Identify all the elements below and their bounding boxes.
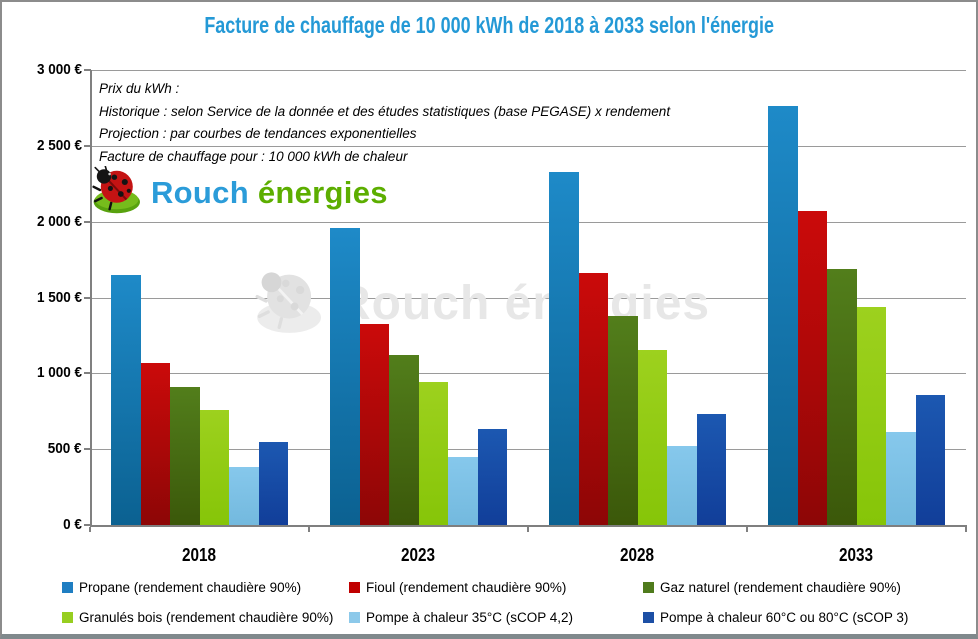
annotation-line: Projection : par courbes de tendances ex… — [99, 126, 417, 141]
legend-swatch-pac-60-80 — [643, 612, 654, 623]
bar-gaz-naturel-2033 — [827, 268, 857, 525]
logo-word-energies: énergies — [257, 174, 388, 210]
ladybug-icon — [90, 163, 142, 219]
legend-swatch-gaz-naturel — [643, 582, 654, 593]
bar-fioul-2033 — [797, 211, 827, 525]
bar-granules-bois-2023 — [418, 381, 448, 525]
y-axis-tick — [84, 69, 91, 71]
bar-propane-2033 — [768, 105, 798, 525]
bar-fioul-2018 — [140, 363, 170, 525]
x-axis-tick — [746, 527, 748, 532]
annotation-line: Prix du kWh : — [99, 81, 180, 96]
legend-label: Gaz naturel (rendement chaudière 90%) — [660, 580, 901, 595]
x-axis-tick — [308, 527, 310, 532]
x-axis-tick — [965, 527, 967, 532]
bar-propane-2023 — [330, 228, 360, 525]
x-axis-tick — [527, 527, 529, 532]
bar-pac-60-80-2033 — [915, 395, 945, 525]
x-axis-tick — [89, 527, 91, 532]
bar-gaz-naturel-2028 — [608, 315, 638, 525]
y-axis-tick — [84, 144, 91, 147]
bar-propane-2018 — [111, 274, 141, 525]
y-axis-label: 2 500 € — [36, 136, 82, 154]
annotation-line: Historique : selon Service de la donnée … — [99, 103, 671, 119]
gridline-1500 — [90, 297, 966, 299]
bar-pac-35-2033 — [886, 432, 916, 525]
y-axis-label: 1 500 € — [36, 288, 82, 306]
legend-label: Fioul (rendement chaudière 90%) — [366, 580, 567, 595]
legend-swatch-fioul — [349, 582, 360, 593]
bar-granules-bois-2018 — [199, 409, 229, 525]
y-axis-tick — [84, 524, 91, 526]
x-axis-label-2023: 2023 — [401, 545, 436, 565]
annotation-line: Facture de chauffage pour : 10 000 kWh d… — [99, 148, 408, 164]
x-axis-label-2018: 2018 — [182, 545, 217, 565]
bar-granules-bois-2033 — [856, 307, 886, 525]
bar-propane-2028 — [549, 171, 579, 525]
legend-item-pac-35: Pompe à chaleur 35°C (sCOP 4,2) — [349, 610, 573, 625]
x-axis-label-2028: 2028 — [620, 545, 655, 565]
legend-label: Granulés bois (rendement chaudière 90%) — [79, 610, 334, 625]
legend-label: Pompe à chaleur 60°C ou 80°C (sCOP 3) — [660, 610, 909, 625]
bar-pac-35-2028 — [667, 446, 697, 525]
bar-fioul-2023 — [359, 324, 389, 525]
y-axis-tick — [84, 296, 91, 299]
bar-pac-35-2023 — [448, 456, 478, 525]
legend-label: Propane (rendement chaudière 90%) — [79, 580, 302, 595]
legend-item-gaz-naturel: Gaz naturel (rendement chaudière 90%) — [643, 580, 901, 595]
chart-title: Facture de chauffage de 10 000 kWh de 20… — [204, 12, 774, 38]
gridline-3000 — [90, 70, 966, 71]
bar-fioul-2028 — [578, 273, 608, 525]
logo-word-rouch: Rouch — [151, 174, 249, 210]
bar-pac-60-80-2023 — [477, 429, 507, 525]
bar-gaz-naturel-2018 — [170, 386, 200, 525]
logo-wordmark: Rouch énergies — [151, 175, 388, 211]
y-axis-label: 1 000 € — [36, 364, 82, 382]
bar-gaz-naturel-2023 — [389, 355, 419, 525]
y-axis-tick — [84, 448, 91, 451]
y-axis-tick — [84, 220, 91, 223]
x-axis-label-2033: 2033 — [839, 545, 874, 565]
gridline-500 — [90, 449, 966, 451]
legend-item-granules-bois: Granulés bois (rendement chaudière 90%) — [62, 610, 333, 625]
bar-pac-35-2018 — [229, 466, 259, 525]
y-axis-label: 3 000 € — [36, 61, 82, 78]
legend-item-pac-60-80: Pompe à chaleur 60°C ou 80°C (sCOP 3) — [643, 610, 908, 625]
x-axis-line — [90, 525, 967, 527]
legend-swatch-propane — [62, 582, 73, 593]
annotation-block: Prix du kWh : Historique : selon Service… — [99, 78, 670, 168]
gridline-2500 — [90, 145, 966, 147]
plot-area — [90, 70, 966, 525]
legend-item-propane: Propane (rendement chaudière 90%) — [62, 580, 301, 595]
legend-item-fioul: Fioul (rendement chaudière 90%) — [349, 580, 566, 595]
rouch-energies-logo: Rouch énergies — [90, 163, 388, 219]
y-axis-label: 0 € — [63, 516, 82, 533]
legend-label: Pompe à chaleur 35°C (sCOP 4,2) — [366, 610, 573, 625]
bar-pac-60-80-2018 — [258, 442, 288, 525]
gridline-2000 — [90, 221, 966, 223]
bar-granules-bois-2028 — [637, 349, 667, 525]
y-axis-label: 500 € — [48, 440, 82, 458]
y-axis-label: 2 000 € — [36, 212, 82, 230]
y-axis-tick — [84, 372, 91, 375]
y-axis-line — [90, 70, 92, 526]
bar-pac-60-80-2028 — [696, 414, 726, 525]
gridline-1000 — [90, 373, 966, 375]
legend-swatch-pac-35 — [349, 612, 360, 623]
legend-swatch-granules-bois — [62, 612, 73, 623]
